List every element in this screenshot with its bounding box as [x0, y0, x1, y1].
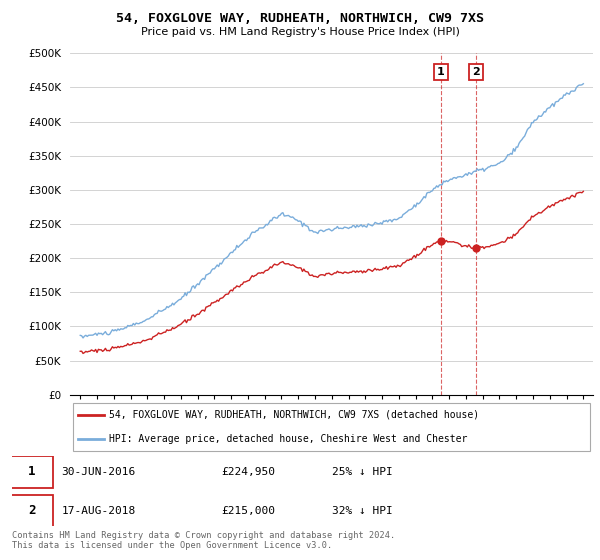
Text: 1: 1	[28, 465, 35, 478]
Text: Price paid vs. HM Land Registry's House Price Index (HPI): Price paid vs. HM Land Registry's House …	[140, 27, 460, 37]
Text: £224,950: £224,950	[221, 467, 275, 477]
Text: 25% ↓ HPI: 25% ↓ HPI	[332, 467, 393, 477]
Text: 30-JUN-2016: 30-JUN-2016	[61, 467, 136, 477]
Text: 54, FOXGLOVE WAY, RUDHEATH, NORTHWICH, CW9 7XS (detached house): 54, FOXGLOVE WAY, RUDHEATH, NORTHWICH, C…	[109, 410, 479, 420]
FancyBboxPatch shape	[11, 456, 53, 488]
Text: 17-AUG-2018: 17-AUG-2018	[61, 506, 136, 516]
Text: Contains HM Land Registry data © Crown copyright and database right 2024.
This d: Contains HM Land Registry data © Crown c…	[12, 531, 395, 550]
Text: £215,000: £215,000	[221, 506, 275, 516]
Text: 2: 2	[472, 67, 480, 77]
Text: HPI: Average price, detached house, Cheshire West and Chester: HPI: Average price, detached house, Ches…	[109, 434, 468, 444]
FancyBboxPatch shape	[73, 403, 590, 451]
Text: 2: 2	[28, 505, 35, 517]
Text: 32% ↓ HPI: 32% ↓ HPI	[332, 506, 393, 516]
FancyBboxPatch shape	[11, 495, 53, 527]
Text: 54, FOXGLOVE WAY, RUDHEATH, NORTHWICH, CW9 7XS: 54, FOXGLOVE WAY, RUDHEATH, NORTHWICH, C…	[116, 12, 484, 25]
Text: 1: 1	[437, 67, 445, 77]
